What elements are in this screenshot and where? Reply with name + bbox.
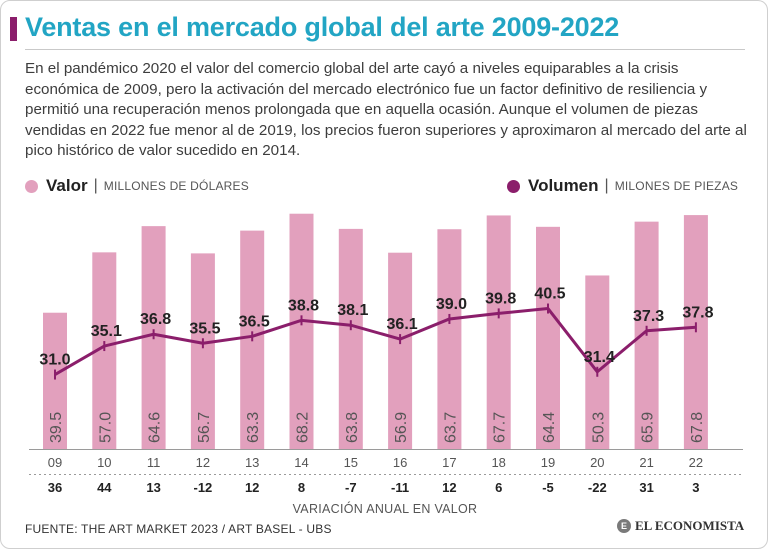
bar-value-label: 57.0 [97,412,114,443]
year-tick-label: 17 [442,455,456,470]
value-bar [43,312,67,449]
variation-value-label: 8 [298,480,305,495]
variation-value-label: 44 [97,480,112,495]
year-tick-label: 15 [344,455,358,470]
variation-value-label: 13 [146,480,160,495]
volume-value-label: 31.4 [584,349,615,366]
value-bar [536,226,560,449]
year-tick-label: 09 [48,455,62,470]
value-bar [486,215,511,449]
brand-logo: E EL ECONOMISTA [617,518,744,534]
bar-value-label: 64.4 [541,412,558,443]
value-bar [437,229,462,449]
bar-value-label: 50.3 [590,412,607,443]
volume-value-label: 39.0 [436,296,467,313]
title-divider [25,49,745,50]
bar-value-label: 67.7 [492,412,509,443]
value-bar [289,213,314,449]
variation-value-label: -11 [391,480,409,495]
legend-separator: | [604,177,609,194]
volume-value-label: 40.5 [534,286,565,303]
page-title: Ventas en el mercado global del arte 200… [25,12,620,42]
legend-volume: Volumen | MILONES DE PIEZAS [507,176,738,196]
volume-value-label: 38.8 [288,297,319,314]
legend-volume-unit: MILONES DE PIEZAS [614,179,739,193]
legend-separator: | [93,177,98,194]
year-tick-label: 11 [147,455,161,470]
bar-value-label: 56.7 [196,412,213,443]
variation-value-label: 6 [495,480,502,495]
bar-value-label: 63.7 [442,412,459,443]
legend-volume-label: Volumen [528,176,599,195]
year-tick-label: 19 [541,455,555,470]
year-tick-label: 12 [196,455,210,470]
volume-value-label: 38.1 [337,302,368,319]
volume-value-label: 37.8 [682,304,713,321]
source-note: FUENTE: THE ART MARKET 2023 / ART BASEL … [25,522,332,536]
variation-value-label: 3 [692,480,699,495]
title-accent-bar [10,17,17,41]
bar-value-label: 56.9 [393,412,410,443]
variation-value-label: 31 [639,480,653,495]
year-tick-label: 20 [590,455,604,470]
variation-value-label: 12 [245,480,259,495]
value-bar [190,253,215,449]
year-tick-label: 14 [294,455,308,470]
value-bar [338,228,363,449]
variation-value-label: 12 [442,480,456,495]
year-tick-label: 18 [491,455,505,470]
bar-value-label: 39.5 [48,412,65,443]
year-tick-label: 22 [689,455,703,470]
legend-value-unit: MILLONES DE DÓLARES [103,179,249,193]
variation-value-label: 36 [48,480,62,495]
legend-volume-dot-icon [507,179,520,193]
volume-value-label: 35.5 [189,320,220,337]
volume-value-label: 37.3 [633,308,664,325]
legend-value-label: Valor [46,176,88,195]
legend-value: Valor | MILLONES DE DÓLARES [25,176,249,196]
volume-value-label: 36.8 [140,311,171,328]
brand-mark-icon: E [617,519,631,533]
year-tick-label: 13 [245,455,259,470]
variation-axis-label: VARIACIÓN ANUAL EN VALOR [293,501,478,516]
volume-value-label: 36.1 [387,316,418,333]
year-tick-label: 10 [97,455,111,470]
legend-value-dot-icon [25,179,38,193]
volume-value-label: 39.8 [485,290,516,307]
volume-value-label: 35.1 [91,323,122,340]
variation-value-label: -12 [194,480,213,495]
variation-value-label: -5 [542,480,554,495]
year-tick-label: 16 [393,455,407,470]
volume-value-label: 36.5 [239,313,270,330]
year-tick-label: 21 [639,455,653,470]
bar-value-label: 65.9 [640,412,657,443]
bar-value-label: 63.3 [245,412,262,443]
variation-value-label: -7 [345,480,357,495]
brand-name: EL ECONOMISTA [635,518,745,533]
bar-value-label: 63.8 [344,412,361,443]
intro-paragraph: En el pandémico 2020 el valor del comerc… [25,60,747,159]
bar-value-label: 68.2 [295,412,312,443]
bar-value-label: 64.6 [147,412,164,443]
volume-line [54,307,697,376]
volume-value-label: 31.0 [39,352,70,369]
variation-value-label: -22 [588,480,607,495]
bar-value-label: 67.8 [689,412,706,443]
value-bar [388,252,413,449]
